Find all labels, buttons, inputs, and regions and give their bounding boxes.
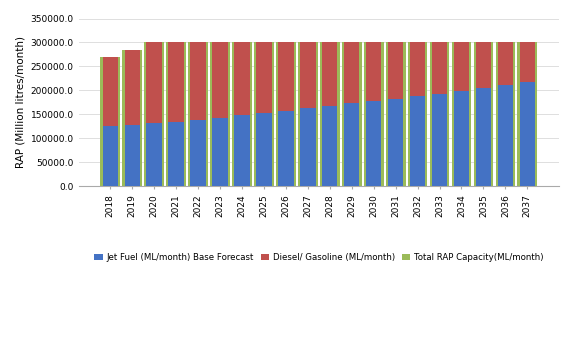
Bar	[322, 106, 338, 186]
Bar	[454, 43, 469, 186]
Bar	[254, 43, 274, 186]
Bar	[364, 43, 384, 186]
Bar	[102, 126, 118, 186]
Bar	[190, 120, 206, 186]
Bar	[256, 43, 272, 186]
Bar	[168, 122, 184, 186]
Bar	[342, 43, 362, 186]
Bar	[498, 43, 513, 186]
Bar	[388, 43, 403, 186]
Bar	[476, 88, 491, 186]
Bar	[101, 57, 120, 186]
Bar	[124, 125, 140, 186]
Bar	[407, 43, 428, 186]
Bar	[212, 118, 228, 186]
Bar	[300, 43, 316, 186]
Bar	[386, 43, 406, 186]
Bar	[344, 43, 360, 186]
Bar	[144, 43, 164, 186]
Bar	[234, 43, 250, 186]
Bar	[232, 43, 252, 186]
Bar	[454, 91, 469, 186]
Legend: Jet Fuel (ML/month) Base Forecast, Diesel/ Gasoline (ML/month), Total RAP Capaci: Jet Fuel (ML/month) Base Forecast, Diese…	[91, 249, 547, 265]
Bar	[473, 43, 493, 186]
Bar	[451, 43, 472, 186]
Bar	[123, 50, 142, 186]
Bar	[344, 103, 360, 186]
Bar	[234, 116, 250, 186]
Bar	[278, 43, 294, 186]
Bar	[300, 108, 316, 186]
Bar	[298, 43, 318, 186]
Bar	[166, 43, 186, 186]
Bar	[429, 43, 450, 186]
Bar	[124, 50, 140, 186]
Bar	[210, 43, 230, 186]
Bar	[476, 43, 491, 186]
Bar	[410, 96, 425, 186]
Bar	[498, 85, 513, 186]
Bar	[256, 113, 272, 186]
Bar	[212, 43, 228, 186]
Bar	[410, 43, 425, 186]
Bar	[146, 123, 162, 186]
Bar	[276, 43, 296, 186]
Bar	[146, 43, 162, 186]
Bar	[190, 43, 206, 186]
Bar	[278, 111, 294, 186]
Bar	[320, 43, 340, 186]
Bar	[366, 43, 381, 186]
Bar	[102, 57, 118, 186]
Bar	[366, 101, 381, 186]
Y-axis label: RAP (Million litres/month): RAP (Million litres/month)	[15, 36, 25, 169]
Bar	[322, 43, 338, 186]
Bar	[168, 43, 184, 186]
Bar	[432, 94, 447, 186]
Bar	[517, 43, 537, 186]
Bar	[520, 43, 535, 186]
Bar	[432, 43, 447, 186]
Bar	[520, 82, 535, 186]
Bar	[388, 99, 403, 186]
Bar	[495, 43, 515, 186]
Bar	[188, 43, 208, 186]
